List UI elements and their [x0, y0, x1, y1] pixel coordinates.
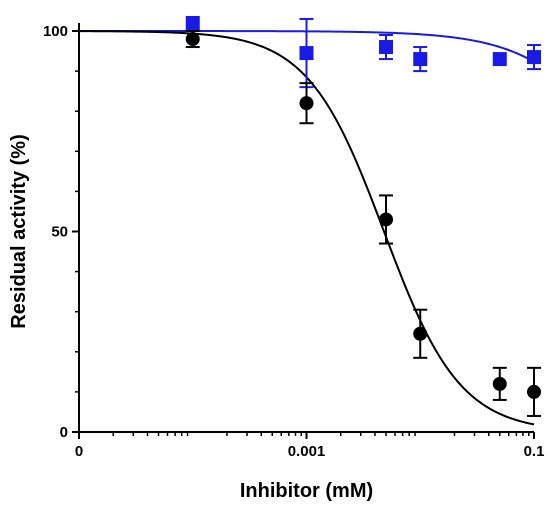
- x-tick-label: 0.1: [524, 443, 545, 460]
- data-points: [185, 15, 541, 417]
- axes: 0 0.001 0.1 0 50 100: [43, 23, 544, 460]
- x-tick-label: 0: [75, 443, 83, 460]
- series-2-point: [379, 212, 394, 227]
- y-tick-label: 100: [43, 23, 68, 40]
- series-1-point: [527, 50, 541, 65]
- y-tick-label: 0: [60, 424, 68, 441]
- x-tick-label: 0.001: [288, 443, 326, 460]
- y-tick-label: 50: [51, 224, 68, 241]
- y-axis-title: Residual activity (%): [8, 134, 30, 329]
- series-1-point: [379, 40, 394, 55]
- series-1-point: [185, 15, 200, 30]
- series-1-point: [299, 46, 314, 61]
- series-2-point: [527, 384, 541, 399]
- series-2-point: [492, 376, 507, 391]
- x-axis-title: Inhibitor (mM): [240, 480, 373, 502]
- series-2-point: [413, 326, 428, 341]
- series-2-point: [299, 96, 314, 111]
- series-2-point: [185, 32, 200, 47]
- series-1-point: [413, 52, 428, 67]
- series-1-point: [492, 52, 507, 67]
